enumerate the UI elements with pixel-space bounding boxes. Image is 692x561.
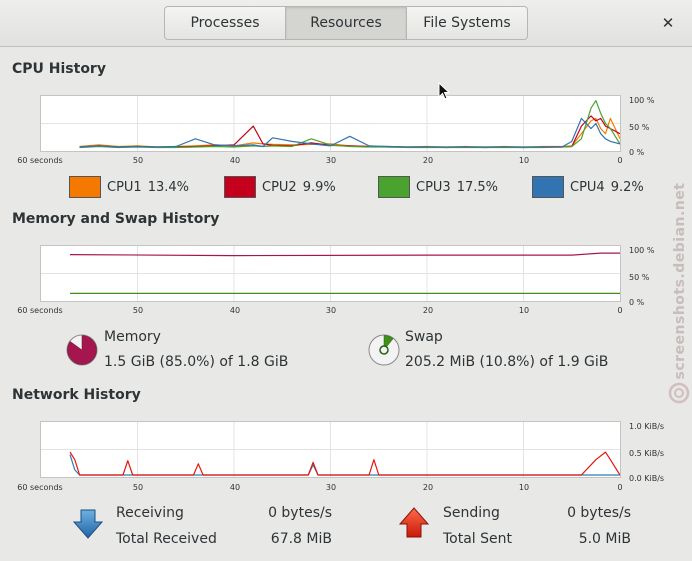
network-x-tick: 10 [518, 483, 530, 492]
memory-x-tick: 10 [518, 306, 530, 315]
cpu-x-tick: 30 [325, 156, 337, 165]
cpu3-color-swatch[interactable] [378, 176, 410, 198]
cpu-x-tick: 0 [617, 156, 623, 165]
legend-cpu1[interactable]: CPU1 13.4% [69, 176, 189, 198]
network-x-tick: 50 [132, 483, 144, 492]
cpu-y-tick: 100 % [629, 96, 655, 105]
mouse-cursor-icon [438, 82, 451, 100]
cpu3-series-line [79, 99, 620, 149]
cpu2-label: CPU2 [262, 179, 297, 195]
network-x-tick: 40 [229, 483, 241, 492]
memory-y-tick: 0 % [629, 298, 645, 307]
cpu4-color-swatch[interactable] [532, 176, 564, 198]
cpu3-label: CPU3 [416, 179, 451, 195]
swap-value: 205.2 MiB (10.8%) of 1.9 GiB [405, 354, 609, 370]
receiving-label: Receiving [116, 505, 184, 521]
upload-arrow-icon[interactable] [398, 506, 430, 540]
cpu1-value: 13.4% [147, 179, 190, 195]
cpu3-value: 17.5% [456, 179, 499, 195]
memory-series-line [69, 252, 620, 257]
memory-x-tick: 50 [132, 306, 144, 315]
cpu4-label: CPU4 [570, 179, 605, 195]
memory-history-graph [40, 245, 621, 302]
legend-cpu3[interactable]: CPU3 17.5% [378, 176, 498, 198]
cpu-y-tick: 50 % [629, 123, 650, 132]
network-x-tick: 20 [422, 483, 434, 492]
close-button[interactable]: ✕ [661, 14, 675, 32]
cpu-x-tick: 50 [132, 156, 144, 165]
cpu-history-title: CPU History [12, 61, 106, 77]
network-history-graph [40, 421, 621, 478]
legend-cpu2[interactable]: CPU2 9.9% [224, 176, 336, 198]
cpu1-series-line [79, 117, 620, 148]
receiving-value: 0 bytes/s [268, 505, 332, 521]
memory-label: Memory [104, 329, 161, 345]
cpu2-series-line [79, 115, 620, 149]
memory-x-tick: 20 [422, 306, 434, 315]
total-sent-label: Total Sent [443, 531, 513, 547]
debian-logo-icon [668, 382, 690, 404]
network-y-tick: 0.5 KiB/s [629, 449, 665, 458]
network-x-tick: 60 seconds [17, 483, 63, 492]
cpu2-value: 9.9% [302, 179, 336, 195]
sending-series-line [69, 451, 620, 476]
watermark: screenshots.debian.net [670, 168, 690, 408]
network-y-tick: 1.0 KiB/s [629, 422, 665, 431]
cpu-x-tick: 10 [518, 156, 530, 165]
total-received-label: Total Received [116, 531, 217, 547]
memory-x-tick: 30 [325, 306, 337, 315]
cpu1-label: CPU1 [107, 179, 142, 195]
sending-value: 0 bytes/s [567, 505, 631, 521]
tab-file-systems[interactable]: File Systems [423, 15, 511, 31]
header-bar: Processes Resources File Systems ✕ [0, 0, 692, 47]
cpu-x-tick: 40 [229, 156, 241, 165]
memory-pie-slice [67, 335, 97, 365]
download-arrow-icon[interactable] [72, 508, 104, 540]
total-received-value: 67.8 MiB [270, 531, 332, 547]
tab-resources[interactable]: Resources [286, 7, 407, 39]
memory-y-tick: 50 % [629, 273, 650, 282]
memory-y-tick: 100 % [629, 246, 655, 255]
legend-cpu4[interactable]: CPU4 9.2% [532, 176, 644, 198]
memory-x-tick: 60 seconds [17, 306, 63, 315]
cpu-y-tick: 0 % [629, 148, 645, 157]
watermark-text: screenshots.debian.net [672, 182, 688, 380]
view-switcher: Processes Resources File Systems [164, 6, 528, 40]
network-history-title: Network History [12, 387, 141, 403]
swap-pie-icon[interactable] [368, 334, 400, 366]
cpu2-color-swatch[interactable] [224, 176, 256, 198]
memory-x-tick: 0 [617, 306, 623, 315]
cpu-history-graph [40, 95, 621, 152]
cpu-x-tick: 60 seconds [17, 156, 63, 165]
cpu-x-tick: 20 [422, 156, 434, 165]
tab-processes[interactable]: Processes [165, 7, 286, 39]
network-x-tick: 0 [617, 483, 623, 492]
memory-x-tick: 40 [229, 306, 241, 315]
cpu4-value: 9.2% [610, 179, 644, 195]
memory-history-title: Memory and Swap History [12, 211, 220, 227]
memory-pie-icon[interactable] [66, 334, 98, 366]
network-x-tick: 30 [325, 483, 337, 492]
receiving-series-line [69, 454, 620, 476]
memory-value: 1.5 GiB (85.0%) of 1.8 GiB [104, 354, 289, 370]
network-y-tick: 0.0 KiB/s [629, 474, 665, 483]
cpu1-color-swatch[interactable] [69, 176, 101, 198]
cpu4-series-line [79, 117, 620, 148]
total-sent-value: 5.0 MiB [578, 531, 631, 547]
sending-label: Sending [443, 505, 500, 521]
swap-label: Swap [405, 329, 443, 345]
